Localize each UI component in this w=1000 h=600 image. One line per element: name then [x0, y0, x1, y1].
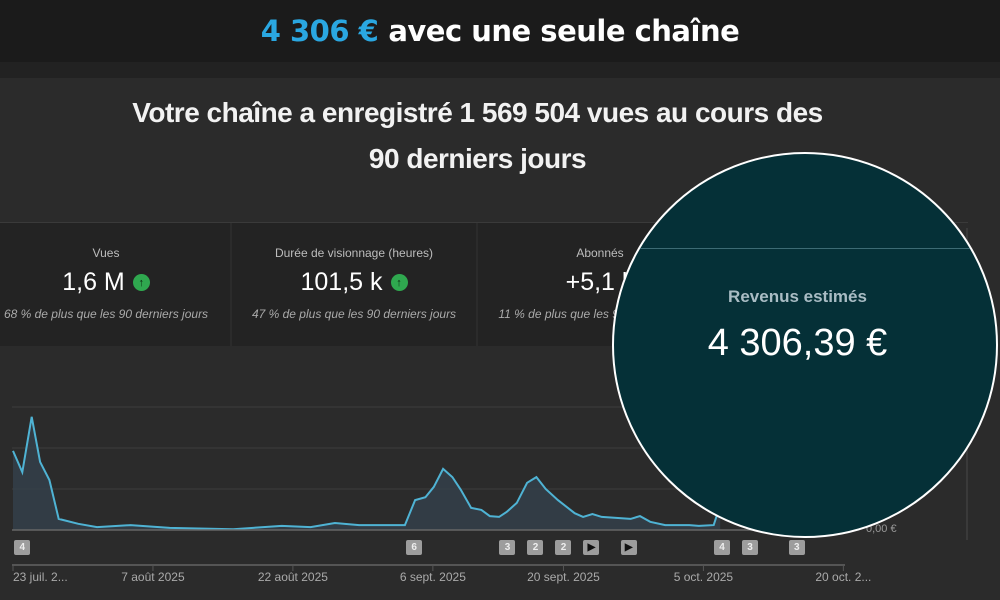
metric-card-views[interactable]: Vues 1,6 M ↑ 68 % de plus que les 90 dern…	[0, 223, 232, 346]
x-tick-label: 20 sept. 2025	[527, 570, 600, 584]
headline-line-1: Votre chaîne a enregistré 1 569 504 vues…	[132, 97, 823, 128]
revenue-magnifier: Revenus estimés 4 306,39 €	[612, 152, 998, 538]
series-area	[13, 416, 721, 530]
arrow-up-icon: ↑	[390, 274, 408, 291]
revenue-label: Revenus estimés	[728, 287, 867, 306]
metric-card-watch-time[interactable]: Durée de visionnage (heures) 101,5 k ↑ 47…	[232, 223, 478, 346]
x-tick-label: 6 sept. 2025	[399, 570, 466, 584]
annotation-marker[interactable]: 6	[406, 540, 423, 555]
series-line	[12, 416, 722, 531]
metric-label: Abonnés	[576, 246, 624, 260]
metric-comparison: 47 % de plus que les 90 derniers jours	[251, 307, 457, 321]
metric-comparison: 68 % de plus que les 90 derniers jours	[3, 307, 209, 321]
revenue-value: 4 306,39 €	[707, 322, 888, 364]
page-headline: Votre chaîne a enregistré 1 569 504 vues…	[0, 90, 955, 182]
x-tick-label: 22 août 2025	[257, 570, 328, 584]
annotation-marker[interactable]: ▶	[620, 540, 637, 555]
banner-strip	[0, 62, 1000, 78]
annotation-marker[interactable]: ▶	[583, 540, 600, 555]
metric-label: Vues	[92, 246, 120, 260]
annotation-marker[interactable]: 3	[742, 540, 759, 555]
banner-amount: 4 306 €	[260, 14, 379, 48]
annotation-marker[interactable]: 4	[714, 540, 731, 555]
metric-label: Durée de visionnage (heures)	[274, 246, 434, 260]
x-tick-label: 5 oct. 2025	[673, 570, 734, 584]
annotation-marker[interactable]: 2	[555, 540, 572, 555]
metric-value: 1,6 M	[62, 268, 125, 296]
headline-line-2: 90 derniers jours	[368, 143, 587, 174]
views-chart	[12, 406, 845, 571]
title-banner: 4 306 € avec une seule chaîne	[0, 0, 1000, 62]
metric-value: 101,5 k	[300, 268, 383, 296]
x-axis-labels: 23 juil. 2... 7 août 2025 22 août 2025 6 se…	[0, 570, 1000, 590]
annotation-marker[interactable]: 3	[499, 540, 516, 555]
annotation-marker[interactable]: 4	[14, 540, 31, 555]
annotation-marker[interactable]: 3	[788, 540, 805, 555]
annotation-marker[interactable]: 2	[527, 540, 544, 555]
x-tick-label: 23 juil. 2...	[13, 570, 68, 584]
arrow-up-icon: ↑	[132, 274, 150, 291]
y-axis-label: 0,00 €	[866, 523, 897, 535]
x-tick-label: 20 oct. 2...	[815, 570, 872, 584]
divider	[614, 248, 996, 249]
x-tick-label: 7 août 2025	[121, 570, 185, 584]
banner-text: avec une seule chaîne	[388, 14, 740, 48]
